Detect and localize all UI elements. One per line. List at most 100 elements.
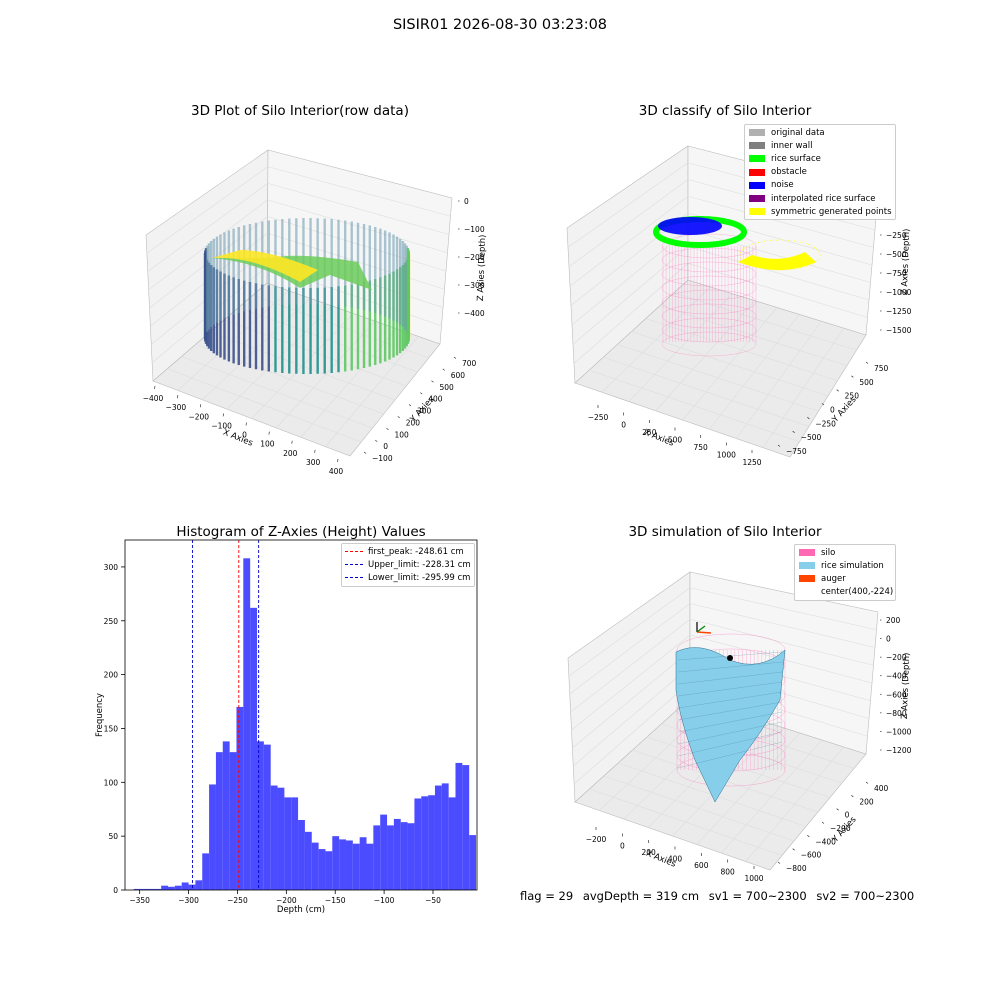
classify-grid-line bbox=[571, 229, 689, 326]
raw-grid-line bbox=[209, 331, 396, 401]
classify-legend-entry: rice surface bbox=[745, 152, 895, 165]
histogram-bar bbox=[257, 741, 264, 890]
histogram-legend-entry: Lower_limit: -295.99 cm bbox=[342, 571, 474, 584]
raw-y-tick-mark bbox=[386, 427, 389, 431]
classify-floor-pane bbox=[574, 279, 867, 458]
classify-grid-line bbox=[628, 293, 733, 402]
classify-grid-line bbox=[687, 212, 873, 266]
raw-x-tick-label: 100 bbox=[260, 440, 275, 449]
sim-grid-line bbox=[599, 704, 713, 811]
sim-silo-ring bbox=[676, 678, 786, 712]
histogram-x-tick-label: −350 bbox=[129, 896, 150, 905]
histogram-x-tick-label: −250 bbox=[227, 896, 248, 905]
raw-grid-line bbox=[300, 328, 397, 438]
sim-z-tick-label: −200 bbox=[886, 653, 907, 662]
raw-x-axis-label: X Axies bbox=[221, 428, 254, 449]
classify-z-tick-label: −250 bbox=[886, 231, 907, 240]
raw-grid-line bbox=[148, 199, 268, 290]
raw-y-tick-label: 500 bbox=[440, 383, 455, 392]
sim-z-tick-label: −1000 bbox=[886, 727, 912, 736]
simulation-legend-entry: silo bbox=[795, 546, 895, 559]
sim-mesh-line bbox=[677, 681, 783, 697]
raw-peak-patch bbox=[212, 250, 318, 282]
classify-silo-ring bbox=[661, 247, 757, 273]
classify-y-tick-label: 500 bbox=[859, 378, 874, 387]
histogram-bar bbox=[140, 888, 148, 890]
sim-grid-line bbox=[689, 634, 873, 684]
histogram-bar bbox=[359, 837, 367, 890]
sim-grid-line bbox=[661, 723, 843, 784]
sim-grid-line bbox=[745, 746, 845, 862]
classify-z-tick-label: −500 bbox=[886, 250, 907, 259]
histogram-bar bbox=[168, 886, 175, 890]
classify-x-tick-label: 250 bbox=[642, 428, 657, 437]
classify-y-tick-mark bbox=[851, 375, 854, 378]
classify-y-tick-mark bbox=[865, 361, 869, 364]
classify-y-tick-label: 750 bbox=[874, 364, 889, 373]
raw-x-tick-mark bbox=[177, 395, 179, 399]
histogram-bar bbox=[236, 706, 244, 890]
classify-symmetric-points bbox=[738, 252, 816, 270]
raw-x-tick-label: 0 bbox=[242, 431, 247, 440]
classify-rice-surface-ring bbox=[653, 216, 747, 248]
classify-grid-line bbox=[736, 321, 822, 439]
raw-grid-line bbox=[202, 298, 311, 400]
sim-rice-simulation-surface bbox=[675, 647, 786, 803]
histogram-bar bbox=[243, 558, 251, 890]
sim-silo-ring bbox=[676, 708, 786, 742]
histogram-bar bbox=[174, 885, 182, 890]
histogram-y-tick-label: 200 bbox=[104, 671, 119, 680]
classify-silo-ring bbox=[661, 289, 757, 315]
histogram-bar bbox=[284, 797, 292, 890]
sim-z-axis-label: Z Axies (Depth) bbox=[900, 652, 912, 719]
raw-back-pane bbox=[266, 149, 453, 345]
classify-legend-label: inner wall bbox=[771, 140, 813, 151]
classify-y-tick-mark bbox=[777, 444, 781, 447]
avg-depth-text: avgDepth = 319 cm bbox=[582, 889, 700, 903]
classify-symmetric-ring bbox=[739, 239, 821, 271]
status-footer: flag = 29 avgDepth = 319 cm sv1 = 700~23… bbox=[520, 889, 920, 903]
classify-legend-swatch bbox=[749, 129, 765, 137]
sim-grid-line bbox=[672, 725, 779, 837]
sim-y-tick-mark bbox=[836, 808, 839, 811]
histogram-legend-label: first_peak: -248.61 cm bbox=[368, 546, 464, 557]
classify-legend-label: noise bbox=[771, 180, 794, 191]
raw-x-tick-mark bbox=[268, 431, 270, 435]
raw-grid-line bbox=[267, 266, 442, 327]
raw-y-tick-mark bbox=[453, 356, 457, 359]
histogram-bar bbox=[332, 836, 340, 890]
raw-y-tick-label: 100 bbox=[395, 430, 410, 439]
classify-legend-label: original data bbox=[771, 127, 825, 138]
sim-grid-line bbox=[623, 711, 735, 820]
sim-x-tick-label: 1000 bbox=[744, 874, 763, 883]
histogram-bar bbox=[161, 885, 169, 890]
raw-y-tick-label: 700 bbox=[462, 359, 477, 368]
simulation-legend-swatch bbox=[799, 549, 815, 557]
classify-grid-line bbox=[568, 179, 689, 267]
raw-grid-line bbox=[195, 343, 384, 415]
histogram-bar bbox=[250, 607, 257, 890]
histogram-legend-entry: first_peak: -248.61 cm bbox=[342, 545, 474, 558]
histogram-x-tick-label: −50 bbox=[425, 896, 441, 905]
classify-z-axis-label: Z Axies (Depth) bbox=[900, 228, 912, 295]
histogram-bar bbox=[325, 851, 333, 890]
raw-grid-line bbox=[325, 336, 419, 447]
simulation-plot-title: 3D simulation of Silo Interior bbox=[628, 524, 822, 540]
sim-grid-line bbox=[572, 650, 691, 749]
sim-grid-line bbox=[569, 603, 691, 695]
histogram-bar bbox=[400, 822, 408, 890]
histogram-bar bbox=[181, 882, 189, 890]
sim-silo-ring bbox=[676, 693, 786, 727]
sim-grid-line bbox=[689, 681, 868, 737]
sim-grid-line bbox=[568, 587, 691, 677]
classify-grid-line bbox=[687, 246, 870, 301]
classify-y-tick-mark bbox=[807, 417, 810, 420]
sim-grid-line bbox=[603, 775, 795, 842]
classify-legend-entry: obstacle bbox=[745, 166, 895, 179]
raw-z-tick-label: −300 bbox=[464, 281, 485, 290]
histogram-bar bbox=[345, 840, 353, 890]
histogram-bar bbox=[462, 765, 470, 890]
raw-x-tick-mark bbox=[222, 413, 224, 417]
raw-grid-line bbox=[267, 199, 448, 254]
classify-legend-swatch bbox=[749, 208, 765, 216]
